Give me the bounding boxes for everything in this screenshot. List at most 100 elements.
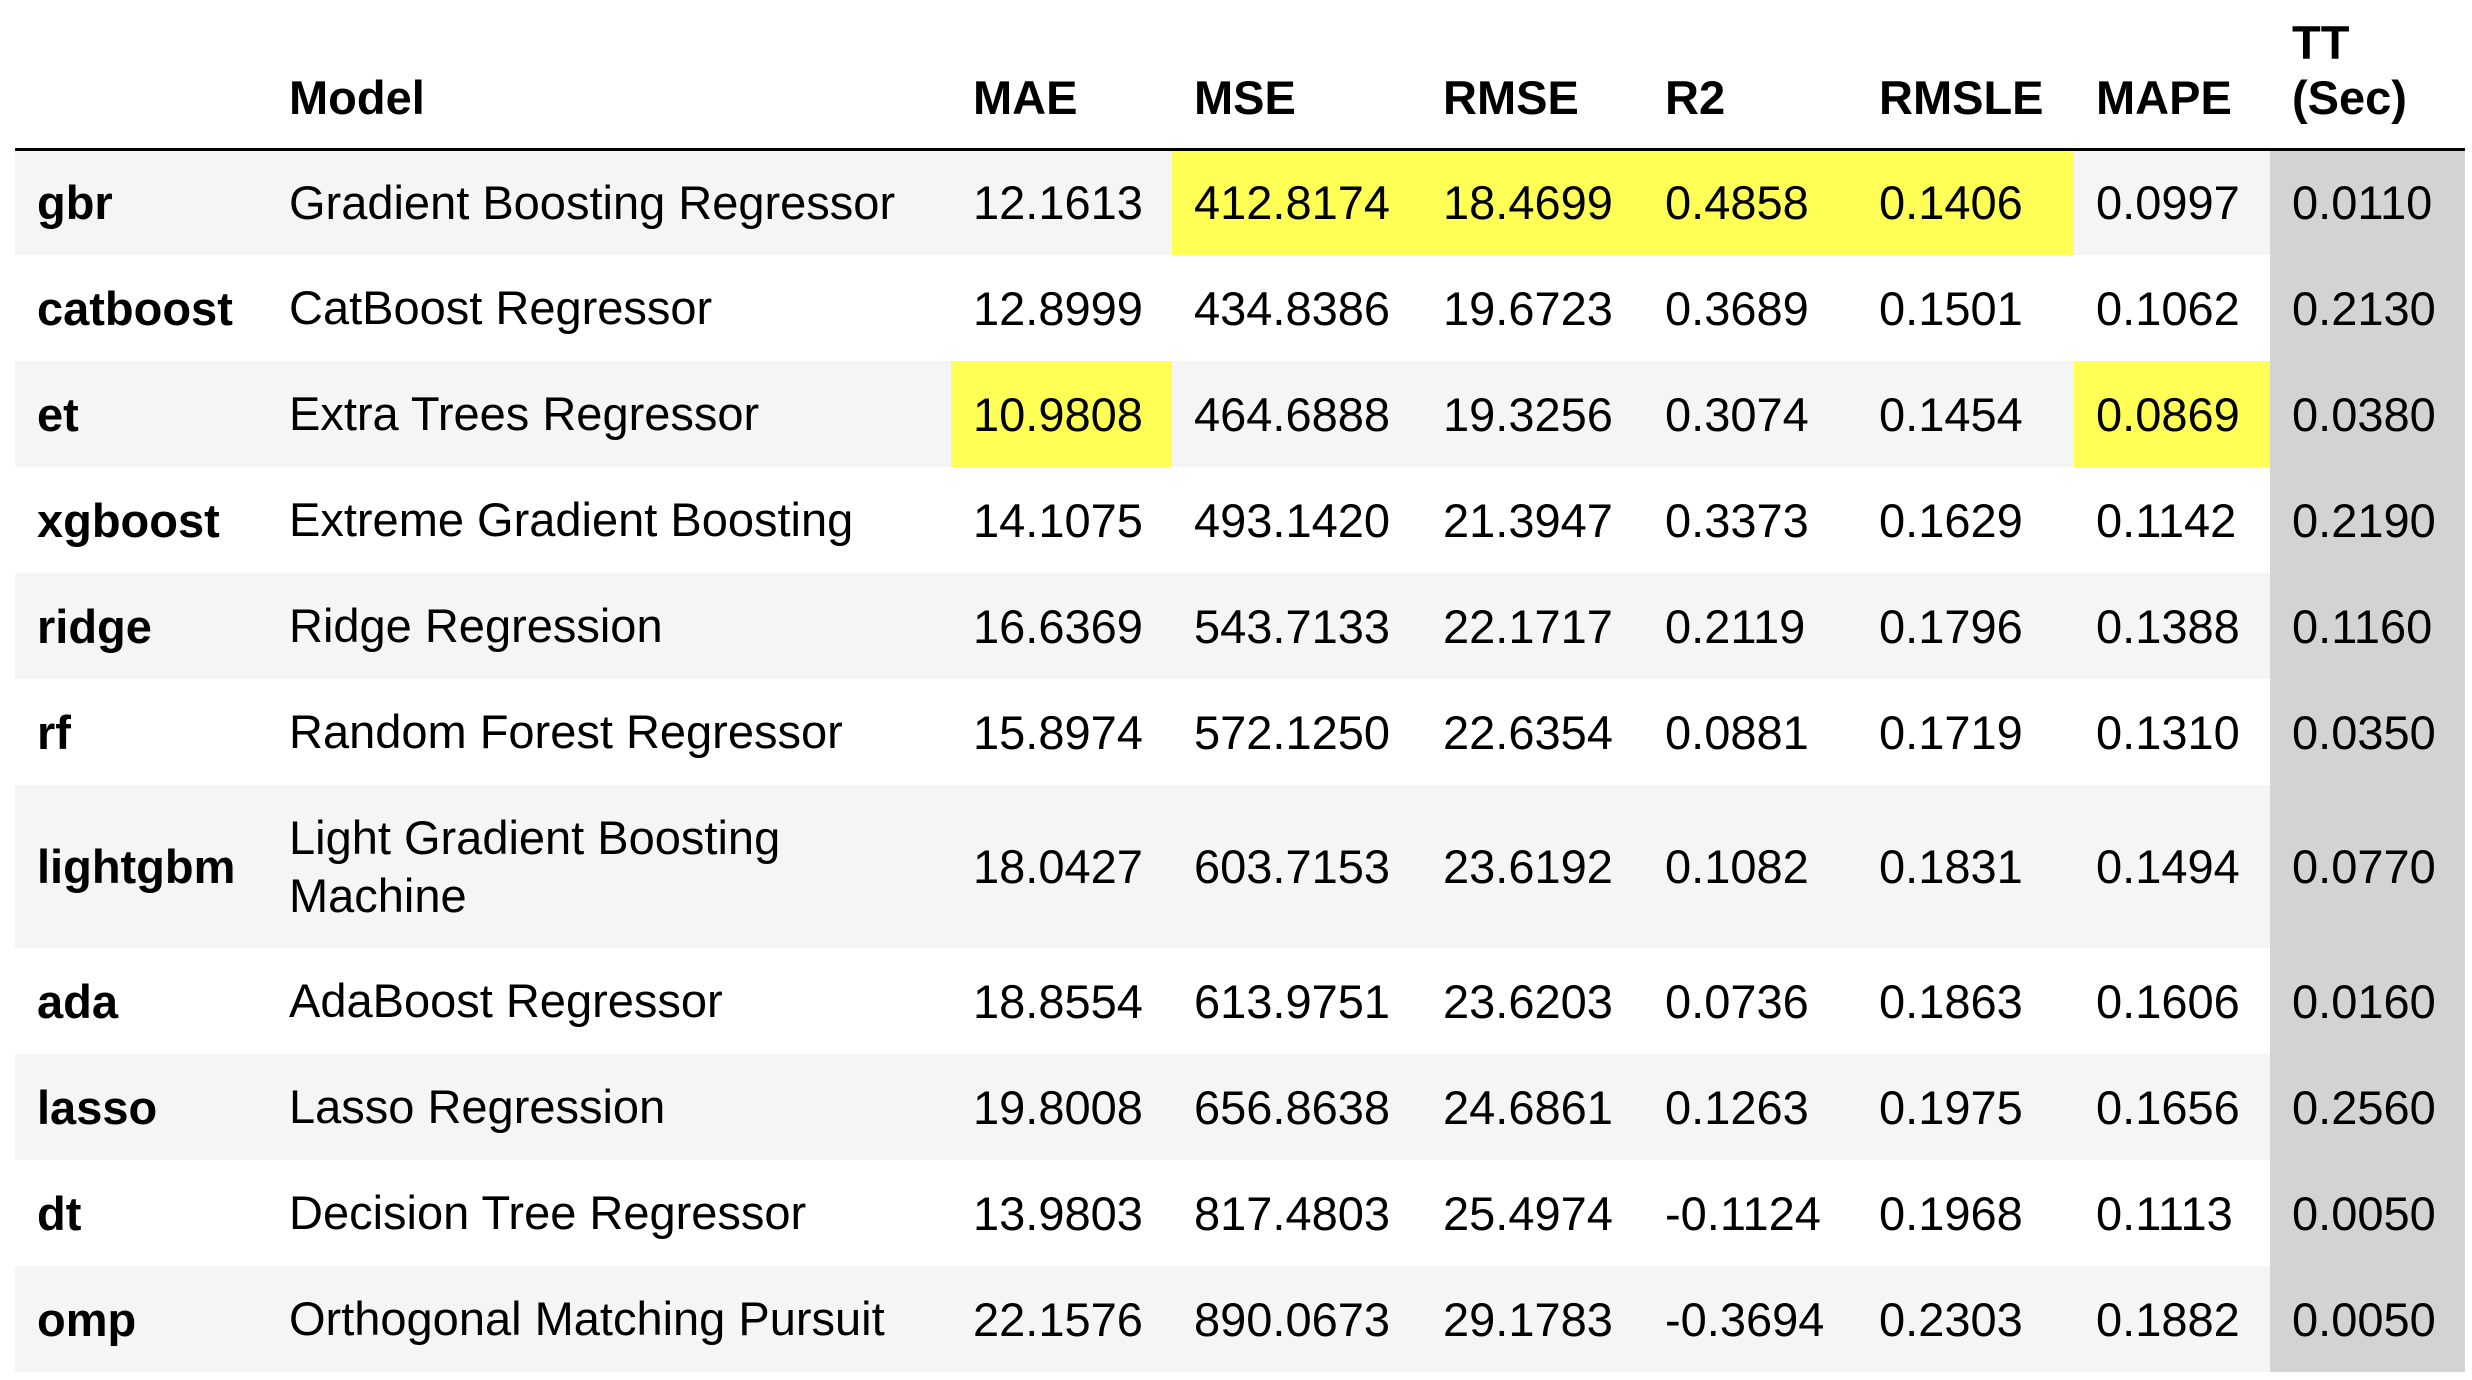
mae-value: 18.8554 <box>951 948 1172 1054</box>
rmse-value: 19.6723 <box>1421 255 1643 361</box>
mse-value: 656.8638 <box>1172 1054 1421 1160</box>
mse-value: 543.7133 <box>1172 573 1421 679</box>
header-row: Model MAE MSE RMSE R2 RMSLE MAPE TT (Sec) <box>15 0 2465 151</box>
rmse-value: 23.6192 <box>1421 785 1643 948</box>
model-name: AdaBoost Regressor <box>267 948 951 1054</box>
mae-value: 10.9808 <box>951 361 1172 467</box>
rmsle-value: 0.1501 <box>1857 255 2074 361</box>
mae-value: 22.1576 <box>951 1266 1172 1372</box>
row-id: catboost <box>15 255 267 361</box>
tt-value: 0.0350 <box>2270 679 2465 785</box>
tt-value: 0.2130 <box>2270 255 2465 361</box>
rmsle-value: 0.1406 <box>1857 149 2074 255</box>
r2-value: -0.1124 <box>1643 1160 1857 1266</box>
rmse-value: 23.6203 <box>1421 948 1643 1054</box>
table-row: omp Orthogonal Matching Pursuit 22.1576 890… <box>15 1266 2465 1372</box>
row-id: rf <box>15 679 267 785</box>
mse-value: 434.8386 <box>1172 255 1421 361</box>
mape-value: 0.0997 <box>2074 149 2270 255</box>
tt-value: 0.1160 <box>2270 573 2465 679</box>
rmsle-value: 0.1719 <box>1857 679 2074 785</box>
tt-value: 0.0110 <box>2270 149 2465 255</box>
model-comparison-table: Model MAE MSE RMSE R2 RMSLE MAPE TT (Sec)… <box>15 0 2465 1372</box>
mse-value: 613.9751 <box>1172 948 1421 1054</box>
mae-value: 12.1613 <box>951 149 1172 255</box>
rmse-value: 25.4974 <box>1421 1160 1643 1266</box>
table-row: lasso Lasso Regression 19.8008 656.8638 24.6… <box>15 1054 2465 1160</box>
tt-value: 0.0050 <box>2270 1266 2465 1372</box>
model-name: Light Gradient Boosting Machine <box>267 785 951 948</box>
mape-value: 0.1388 <box>2074 573 2270 679</box>
mse-value: 572.1250 <box>1172 679 1421 785</box>
rmsle-value: 0.1863 <box>1857 948 2074 1054</box>
row-id: lasso <box>15 1054 267 1160</box>
table-row: ridge Ridge Regression 16.6369 543.7133 22.1… <box>15 573 2465 679</box>
mse-value: 817.4803 <box>1172 1160 1421 1266</box>
mae-value: 14.1075 <box>951 467 1172 573</box>
r2-value: 0.3689 <box>1643 255 1857 361</box>
header-model: Model <box>267 0 951 151</box>
table-row: xgboost Extreme Gradient Boosting 14.1075 4… <box>15 467 2465 573</box>
r2-value: 0.2119 <box>1643 573 1857 679</box>
rmse-value: 18.4699 <box>1421 149 1643 255</box>
model-name: CatBoost Regressor <box>267 255 951 361</box>
mape-value: 0.1882 <box>2074 1266 2270 1372</box>
r2-value: 0.4858 <box>1643 149 1857 255</box>
mae-value: 15.8974 <box>951 679 1172 785</box>
header-tt-sec: TT (Sec) <box>2270 0 2465 151</box>
table-header: Model MAE MSE RMSE R2 RMSLE MAPE TT (Sec) <box>15 0 2465 151</box>
mape-value: 0.1310 <box>2074 679 2270 785</box>
rmse-value: 19.3256 <box>1421 361 1643 467</box>
header-rmse: RMSE <box>1421 0 1643 151</box>
table-row: rf Random Forest Regressor 15.8974 572.1250… <box>15 679 2465 785</box>
tt-value: 0.0380 <box>2270 361 2465 467</box>
rmse-value: 29.1783 <box>1421 1266 1643 1372</box>
r2-value: 0.1082 <box>1643 785 1857 948</box>
tt-value: 0.2560 <box>2270 1054 2465 1160</box>
rmse-value: 22.1717 <box>1421 573 1643 679</box>
rmse-value: 22.6354 <box>1421 679 1643 785</box>
header-mae: MAE <box>951 0 1172 151</box>
mae-value: 13.9803 <box>951 1160 1172 1266</box>
rmse-value: 24.6861 <box>1421 1054 1643 1160</box>
mape-value: 0.1062 <box>2074 255 2270 361</box>
mae-value: 19.8008 <box>951 1054 1172 1160</box>
r2-value: 0.0881 <box>1643 679 1857 785</box>
header-rmsle: RMSLE <box>1857 0 2074 151</box>
tt-value: 0.0160 <box>2270 948 2465 1054</box>
rmsle-value: 0.1796 <box>1857 573 2074 679</box>
table-row: catboost CatBoost Regressor 12.8999 434.838… <box>15 255 2465 361</box>
table-row: et Extra Trees Regressor 10.9808 464.6888 19… <box>15 361 2465 467</box>
row-id: xgboost <box>15 467 267 573</box>
mape-value: 0.1494 <box>2074 785 2270 948</box>
row-id: dt <box>15 1160 267 1266</box>
mape-value: 0.1606 <box>2074 948 2270 1054</box>
row-id: et <box>15 361 267 467</box>
model-name: Orthogonal Matching Pursuit <box>267 1266 951 1372</box>
mape-value: 0.1656 <box>2074 1054 2270 1160</box>
rmsle-value: 0.2303 <box>1857 1266 2074 1372</box>
mae-value: 12.8999 <box>951 255 1172 361</box>
r2-value: 0.1263 <box>1643 1054 1857 1160</box>
mse-value: 603.7153 <box>1172 785 1421 948</box>
r2-value: 0.3074 <box>1643 361 1857 467</box>
row-id: ridge <box>15 573 267 679</box>
mse-value: 493.1420 <box>1172 467 1421 573</box>
rmsle-value: 0.1629 <box>1857 467 2074 573</box>
header-tt-line1: TT <box>2292 15 2350 69</box>
mae-value: 16.6369 <box>951 573 1172 679</box>
tt-value: 0.0770 <box>2270 785 2465 948</box>
row-id: ada <box>15 948 267 1054</box>
model-name: Gradient Boosting Regressor <box>267 149 951 255</box>
r2-value: -0.3694 <box>1643 1266 1857 1372</box>
tt-value: 0.0050 <box>2270 1160 2465 1266</box>
rmsle-value: 0.1975 <box>1857 1054 2074 1160</box>
header-mape: MAPE <box>2074 0 2270 151</box>
rmsle-value: 0.1968 <box>1857 1160 2074 1266</box>
rmse-value: 21.3947 <box>1421 467 1643 573</box>
rmsle-value: 0.1454 <box>1857 361 2074 467</box>
model-name: Extreme Gradient Boosting <box>267 467 951 573</box>
tt-value: 0.2190 <box>2270 467 2465 573</box>
mse-value: 890.0673 <box>1172 1266 1421 1372</box>
model-name: Lasso Regression <box>267 1054 951 1160</box>
